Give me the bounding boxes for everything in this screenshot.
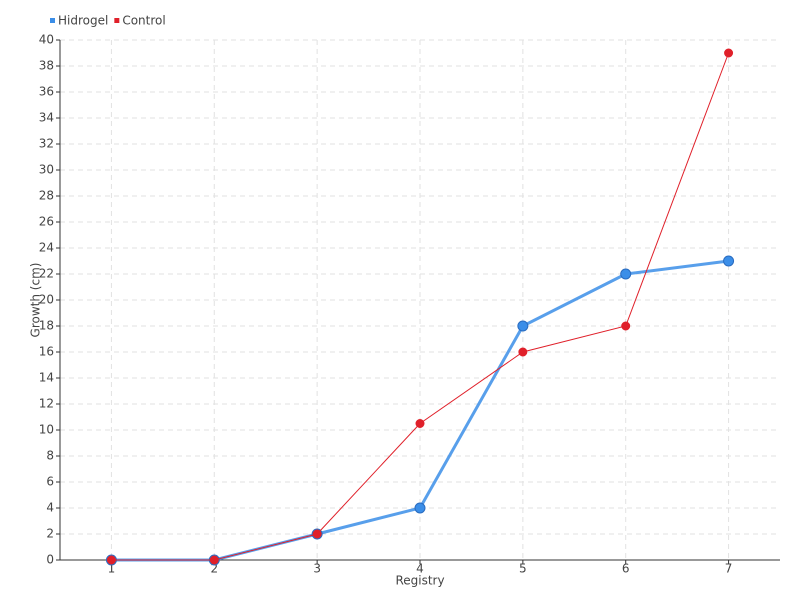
x-axis-label: Registry xyxy=(395,574,444,588)
y-tick-label: 4 xyxy=(46,501,54,515)
data-point xyxy=(723,255,735,267)
y-tick-label: 40 xyxy=(39,33,54,47)
y-tick-label: 6 xyxy=(46,475,54,489)
data-point xyxy=(415,419,425,428)
y-tick-label: 36 xyxy=(39,85,54,99)
y-axis-label: Growth (cm) xyxy=(29,263,43,338)
x-tick-label: 4 xyxy=(416,562,424,576)
y-tick-label: 28 xyxy=(39,189,54,203)
y-tick-label: 24 xyxy=(39,241,54,255)
y-tick-label: 8 xyxy=(46,449,54,463)
legend-swatch xyxy=(114,18,120,23)
x-tick-label: 7 xyxy=(725,562,733,576)
y-tick-label: 20 xyxy=(39,293,54,307)
y-tick-label: 30 xyxy=(39,163,54,177)
data-point xyxy=(414,502,426,514)
y-tick-label: 10 xyxy=(39,423,54,437)
y-tick-label: 16 xyxy=(39,345,54,359)
x-tick-label: 3 xyxy=(313,562,321,576)
data-point xyxy=(724,48,734,58)
y-tick-label: 38 xyxy=(39,59,54,73)
data-point xyxy=(621,321,631,331)
y-tick-label: 2 xyxy=(46,527,54,541)
y-tick-label: 14 xyxy=(39,371,54,385)
y-tick-label: 0 xyxy=(46,553,54,567)
x-tick-label: 6 xyxy=(622,562,630,576)
data-point xyxy=(209,555,219,565)
legend-label: Hidrogel xyxy=(58,14,108,28)
y-tick-label: 32 xyxy=(39,137,54,151)
data-point xyxy=(518,347,528,357)
y-tick-label: 34 xyxy=(39,111,54,125)
data-point xyxy=(312,529,322,539)
y-tick-label: 22 xyxy=(39,267,54,281)
legend-label: Control xyxy=(122,14,165,28)
y-tick-label: 12 xyxy=(39,397,54,411)
x-tick-label: 5 xyxy=(519,562,527,576)
data-point xyxy=(620,268,632,280)
data-point xyxy=(517,320,529,332)
y-tick-label: 26 xyxy=(39,215,54,229)
data-point xyxy=(106,555,116,565)
x-tick-label: 1 xyxy=(108,562,116,576)
x-tick-label: 2 xyxy=(210,562,218,576)
legend-swatch xyxy=(50,18,55,23)
y-tick-label: 18 xyxy=(39,319,54,333)
